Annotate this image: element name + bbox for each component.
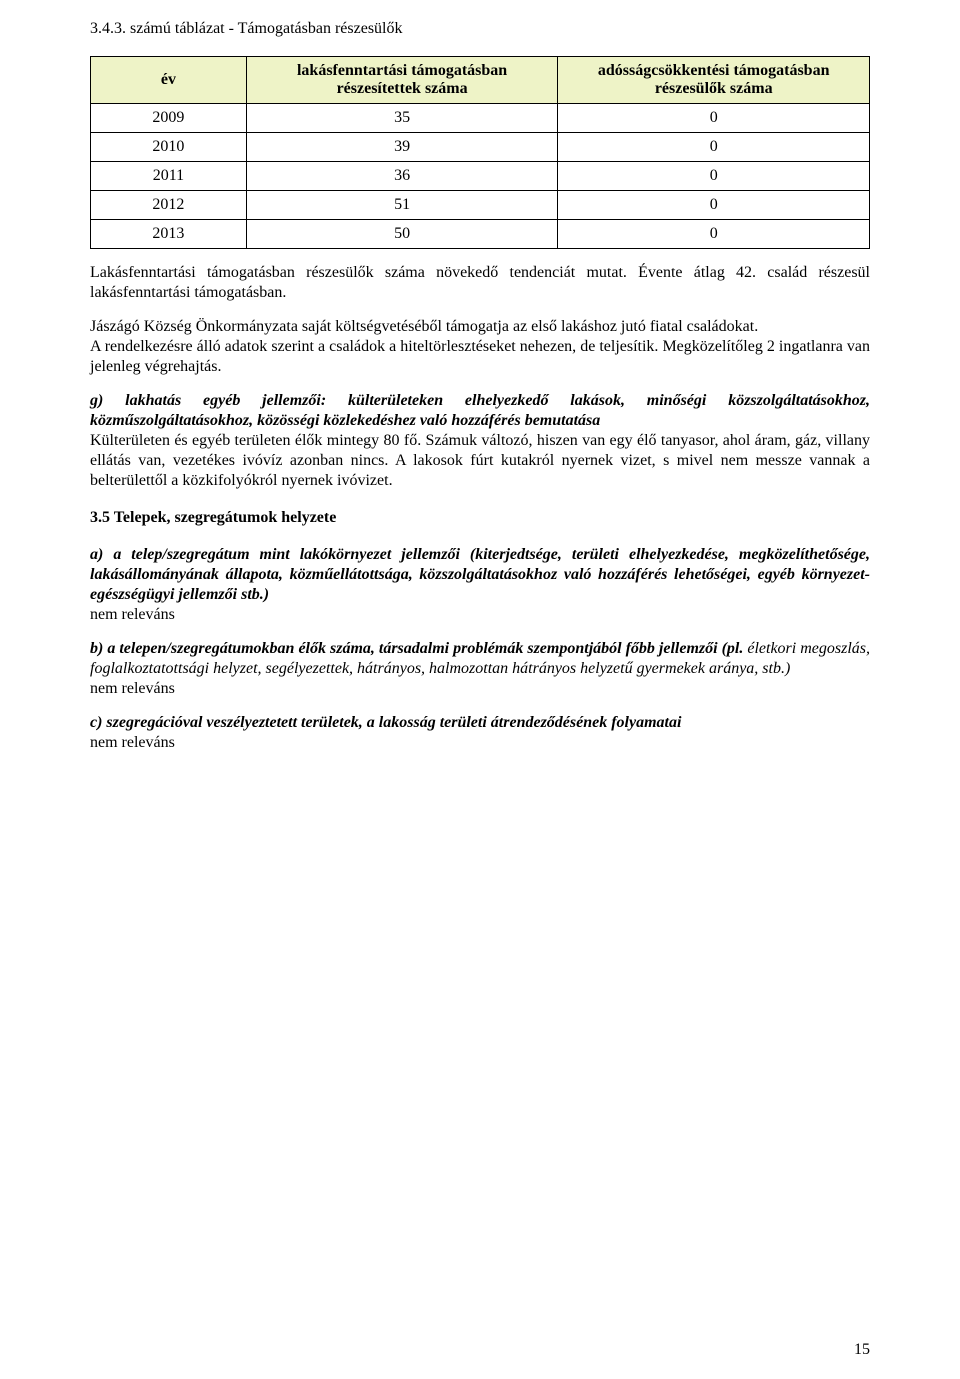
page-number: 15	[854, 1341, 870, 1359]
subsection-a-body: nem releváns	[90, 605, 870, 625]
cell-year: 2012	[91, 191, 247, 220]
paragraph-trend: Lakásfenntartási támogatásban részesülők…	[90, 263, 870, 303]
support-table: év lakásfenntartási támogatásban részesí…	[90, 56, 870, 249]
table-row: 2010 39 0	[91, 133, 870, 162]
subsection-g-body: Külterületen és egyéb területen élők min…	[90, 431, 870, 491]
cell-debt: 0	[558, 191, 870, 220]
col-housing-header: lakásfenntartási támogatásban részesítet…	[246, 57, 558, 104]
cell-housing: 35	[246, 104, 558, 133]
subsection-b-body: nem releváns	[90, 679, 870, 699]
paragraph-repayments: A rendelkezésre álló adatok szerint a cs…	[90, 337, 870, 377]
table-row: 2009 35 0	[91, 104, 870, 133]
subsection-g: g) lakhatás egyéb jellemzői: külterülete…	[90, 391, 870, 431]
cell-year: 2009	[91, 104, 247, 133]
cell-debt: 0	[558, 104, 870, 133]
cell-year: 2011	[91, 162, 247, 191]
cell-debt: 0	[558, 162, 870, 191]
table-row: 2013 50 0	[91, 220, 870, 249]
cell-year: 2013	[91, 220, 247, 249]
subsection-b-heading: b) a telepen/szegregátumokban élők száma…	[90, 639, 870, 679]
cell-housing: 39	[246, 133, 558, 162]
cell-housing: 51	[246, 191, 558, 220]
paragraph-first-home: Jászágó Község Önkormányzata saját költs…	[90, 317, 870, 337]
table-header-row: év lakásfenntartási támogatásban részesí…	[91, 57, 870, 104]
subsection-c-body: nem releváns	[90, 733, 870, 753]
table-row: 2012 51 0	[91, 191, 870, 220]
cell-debt: 0	[558, 220, 870, 249]
subsection-a-heading: a) a telep/szegregátum mint lakókörnyeze…	[90, 545, 870, 605]
cell-housing: 50	[246, 220, 558, 249]
table-title: 3.4.3. számú táblázat - Támogatásban rés…	[90, 20, 870, 38]
cell-year: 2010	[91, 133, 247, 162]
subsection-g-heading: g) lakhatás egyéb jellemzői: külterülete…	[90, 392, 870, 429]
subsection-c-heading: c) szegregációval veszélyeztetett terüle…	[90, 713, 870, 733]
section-3-5-heading: 3.5 Telepek, szegregátumok helyzete	[90, 509, 870, 527]
table-row: 2011 36 0	[91, 162, 870, 191]
cell-debt: 0	[558, 133, 870, 162]
col-debt-header: adósságcsökkentési támogatásban részesül…	[558, 57, 870, 104]
col-year-header: év	[91, 57, 247, 104]
cell-housing: 36	[246, 162, 558, 191]
subsection-b-heading-part1: b) a telepen/szegregátumokban élők száma…	[90, 640, 743, 657]
